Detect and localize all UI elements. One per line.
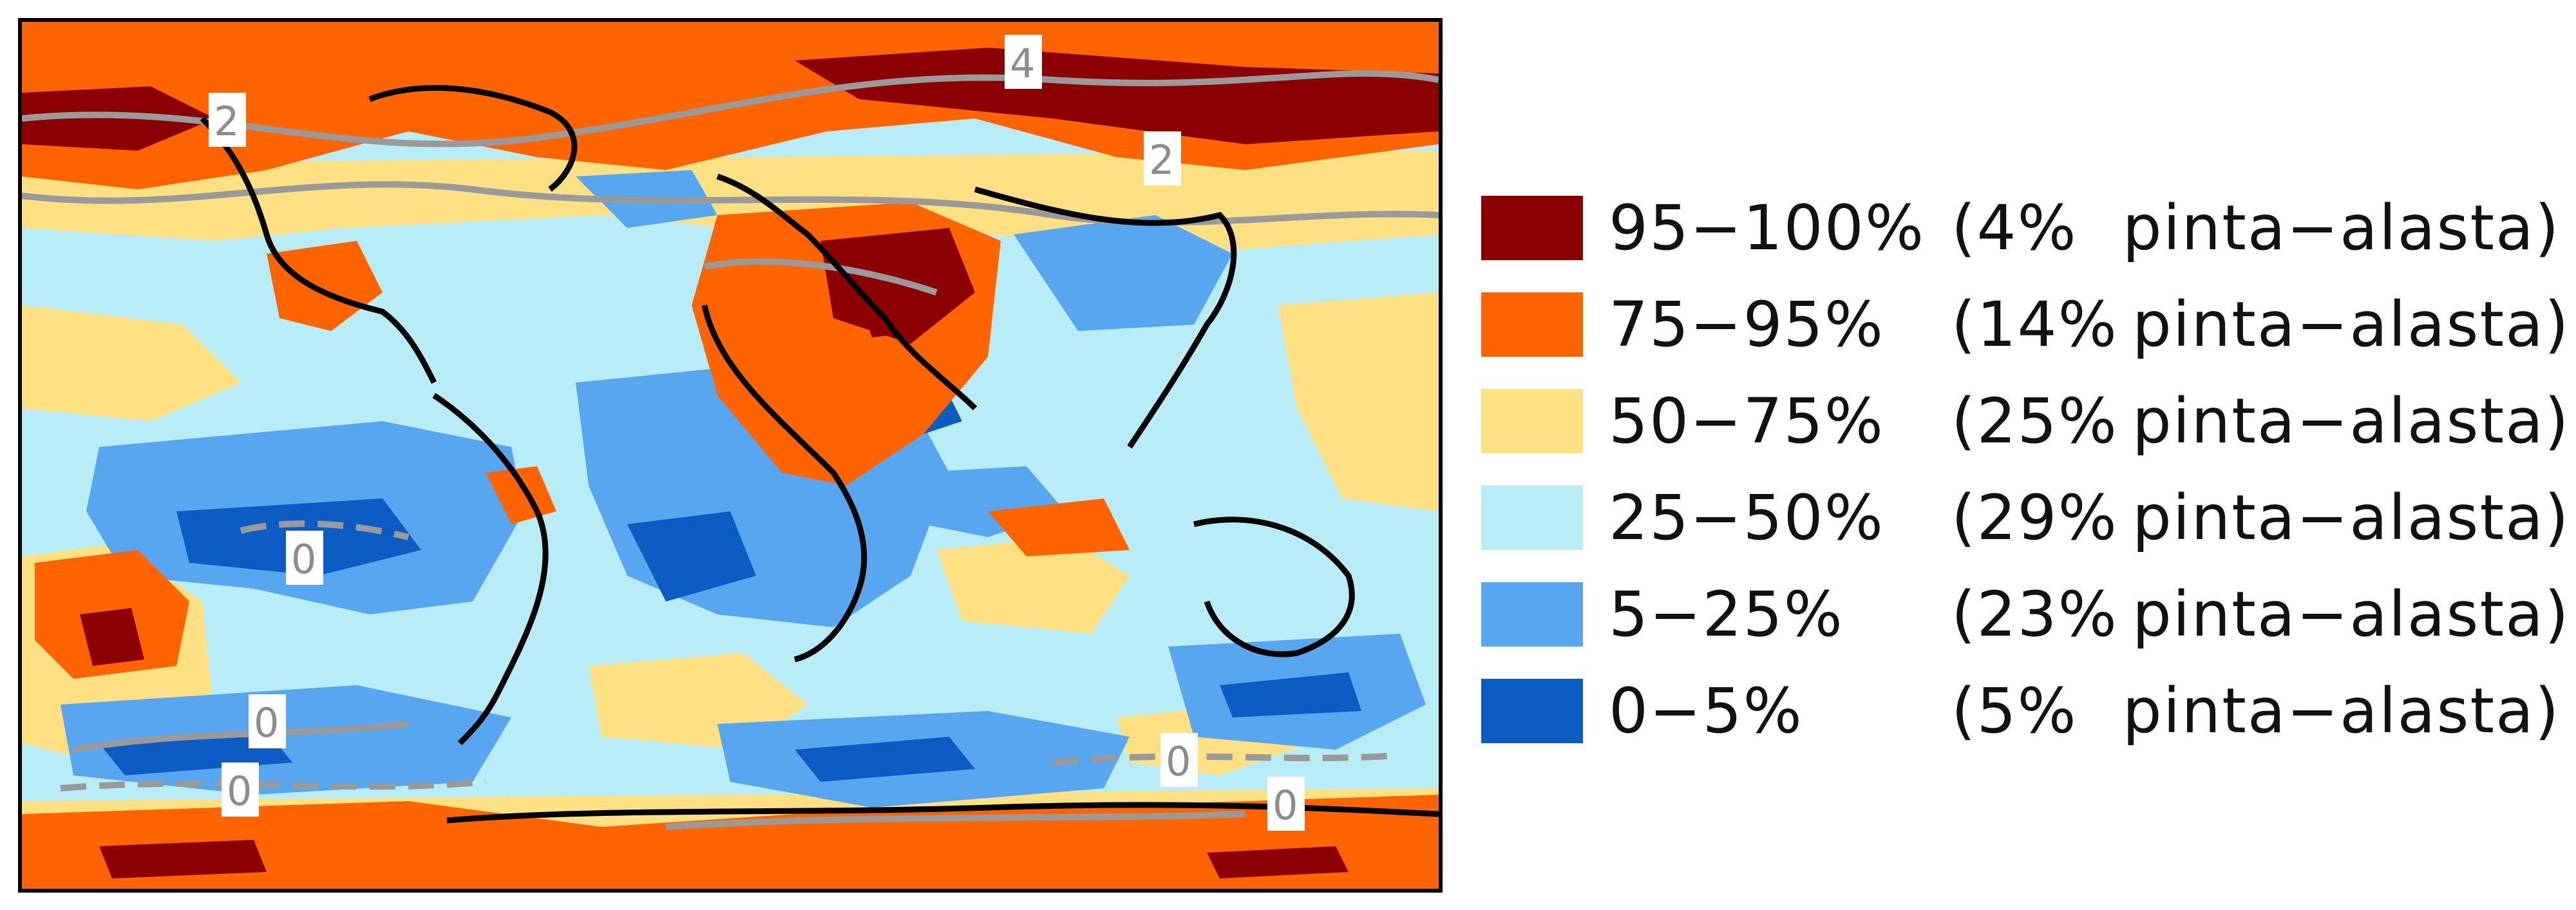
legend-swatch <box>1481 292 1583 357</box>
legend: 95−100% (4% pinta−alasta) 75−95% (14% pint… <box>1481 187 2570 766</box>
percentile-map: 4 2 2 0 0 0 0 0 <box>18 18 1443 893</box>
legend-share: (23% pinta−alasta) <box>1951 573 2570 656</box>
legend-row-75-95: 75−95% (14% pinta−alasta) <box>1481 283 2570 380</box>
legend-range: 25−50% <box>1609 482 1884 554</box>
legend-range: 95−100% <box>1609 192 1926 264</box>
legend-share: (14% pinta−alasta) <box>1951 283 2570 366</box>
legend-share-value: (14% <box>1951 289 2118 361</box>
legend-row-25-50: 25−50% (29% pinta−alasta) <box>1481 477 2570 573</box>
legend-share-suffix: pinta−alasta) <box>2132 385 2570 457</box>
contour-label-4: 4 <box>1010 40 1035 87</box>
legend-share-value: (29% <box>1951 482 2118 554</box>
legend-swatch <box>1481 582 1583 647</box>
contour-label-2a: 2 <box>214 98 239 145</box>
legend-swatch <box>1481 486 1583 550</box>
legend-share: (5% pinta−alasta) <box>1951 670 2560 752</box>
contour-label-0a: 0 <box>291 536 316 583</box>
legend-swatch <box>1481 679 1583 743</box>
contour-label-0e: 0 <box>1273 782 1298 829</box>
legend-share-value: (4% <box>1951 192 2078 264</box>
legend-share-suffix: pinta−alasta) <box>2132 578 2570 650</box>
legend-share-suffix: pinta−alasta) <box>2122 675 2561 747</box>
legend-swatch <box>1481 196 1583 260</box>
legend-share-suffix: pinta−alasta) <box>2132 289 2570 361</box>
band-95-100-regions <box>22 48 1439 878</box>
map-canvas: 4 2 2 0 0 0 0 0 <box>22 22 1439 889</box>
legend-swatch <box>1481 389 1583 453</box>
legend-share: (25% pinta−alasta) <box>1951 380 2570 462</box>
legend-range: 50−75% <box>1609 385 1884 457</box>
legend-share-suffix: pinta−alasta) <box>2122 192 2561 264</box>
contour-labels: 4 2 2 0 0 0 0 0 <box>209 35 1305 831</box>
legend-share-value: (25% <box>1951 385 2118 457</box>
contour-label-0b: 0 <box>254 699 279 746</box>
legend-range: 5−25% <box>1609 578 1844 650</box>
legend-range: 75−95% <box>1609 289 1884 361</box>
legend-row-5-25: 5−25% (23% pinta−alasta) <box>1481 573 2570 670</box>
coastlines <box>200 85 1439 824</box>
legend-row-95-100: 95−100% (4% pinta−alasta) <box>1481 187 2570 283</box>
legend-share-value: (5% <box>1951 675 2078 747</box>
legend-range: 0−5% <box>1609 675 1803 747</box>
legend-share-suffix: pinta−alasta) <box>2132 482 2570 554</box>
legend-share: (4% pinta−alasta) <box>1951 187 2560 269</box>
contour-label-0c: 0 <box>227 768 252 815</box>
legend-row-50-75: 50−75% (25% pinta−alasta) <box>1481 380 2570 477</box>
contour-label-2b: 2 <box>1149 137 1174 184</box>
legend-share-value: (23% <box>1951 578 2118 650</box>
legend-share: (29% pinta−alasta) <box>1951 477 2570 559</box>
legend-row-0-5: 0−5% (5% pinta−alasta) <box>1481 670 2570 766</box>
contour-label-0d: 0 <box>1166 738 1191 785</box>
